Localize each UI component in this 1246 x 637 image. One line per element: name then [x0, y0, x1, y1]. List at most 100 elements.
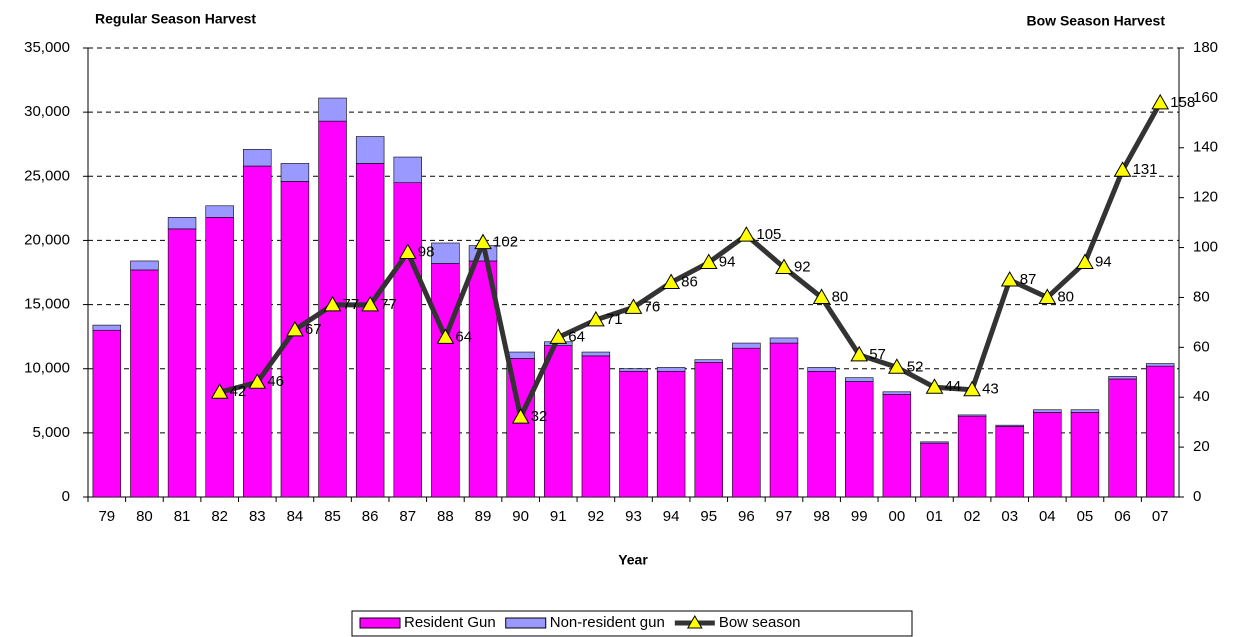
y2-tick-label: 140	[1193, 139, 1218, 156]
y2-tick-label: 60	[1193, 338, 1210, 355]
marker	[812, 288, 831, 304]
bar	[243, 165, 272, 498]
bar	[694, 359, 723, 363]
bar	[694, 361, 723, 498]
y2-tick-label: 160	[1193, 89, 1218, 106]
legend-swatch	[505, 617, 547, 629]
x-tick-label: 92	[588, 508, 605, 525]
x-tick-label: 91	[550, 508, 567, 525]
marker	[248, 373, 267, 389]
bar	[130, 269, 159, 498]
x-tick-label: 93	[625, 508, 642, 525]
x-tick-label: 86	[362, 508, 379, 525]
marker	[925, 378, 944, 394]
x-tick-label: 90	[512, 508, 529, 525]
x-tick-label: 95	[700, 508, 717, 525]
bar	[845, 377, 874, 382]
bar	[92, 329, 122, 498]
x-tick-label: 05	[1077, 508, 1094, 525]
bar	[845, 381, 874, 498]
bar	[882, 394, 912, 498]
x-tick-label: 03	[1001, 508, 1018, 525]
bar	[243, 149, 272, 167]
line	[219, 101, 1163, 420]
y-axis-title: Regular Season Harvest	[95, 11, 256, 27]
bar	[807, 370, 836, 498]
bar	[1033, 409, 1062, 413]
legend-box	[351, 610, 913, 637]
marker	[737, 226, 756, 242]
x-tick-label: 07	[1152, 508, 1169, 525]
data-label: 131	[1133, 161, 1158, 178]
bar	[167, 228, 197, 498]
marker	[474, 233, 492, 250]
marker	[662, 273, 680, 289]
data-label: 52	[907, 358, 924, 375]
marker	[436, 328, 455, 344]
bar	[280, 163, 310, 182]
bar	[205, 205, 234, 218]
marker	[1076, 253, 1094, 270]
x-tick-label: 83	[249, 508, 266, 525]
bar	[732, 342, 761, 349]
x-tick-label: 96	[738, 508, 755, 525]
bar	[581, 355, 611, 498]
bar	[1070, 412, 1100, 498]
data-label: 46	[267, 373, 284, 390]
data-label: 87	[1020, 271, 1037, 288]
y2-tick-label: 120	[1193, 189, 1218, 206]
bar	[807, 367, 836, 372]
bar	[468, 260, 498, 498]
x-tick-label: 01	[926, 508, 943, 525]
data-label: 80	[832, 288, 849, 305]
legend-label: Bow season	[719, 614, 801, 631]
y-tick-label: 20,000	[24, 231, 70, 248]
marker	[775, 258, 793, 275]
bar	[355, 163, 385, 498]
data-label: 80	[1057, 288, 1074, 305]
bar	[920, 442, 949, 498]
bar	[130, 260, 159, 271]
marker	[1000, 270, 1019, 287]
y-tick-label: 0	[62, 488, 70, 505]
data-label: 44	[944, 378, 961, 395]
x-tick-label: 80	[136, 508, 153, 525]
y-tick-label: 5,000	[32, 424, 70, 441]
bar	[656, 370, 686, 498]
marker	[624, 298, 643, 314]
x-tick-label: 04	[1039, 508, 1056, 525]
data-label: 94	[719, 253, 736, 270]
data-label: 32	[531, 408, 548, 425]
data-label: 77	[380, 296, 397, 313]
bar	[882, 391, 912, 395]
bar	[1070, 409, 1100, 413]
data-label: 76	[644, 298, 661, 315]
bar	[431, 263, 460, 498]
data-label: 64	[568, 328, 585, 345]
data-label: 102	[493, 234, 518, 251]
x-tick-label: 79	[98, 508, 115, 525]
x-axis-title: Year	[618, 552, 648, 568]
y2-axis-title: Bow Season Harvest	[1027, 13, 1166, 29]
x-tick-label: 98	[813, 508, 830, 525]
bar	[581, 351, 611, 357]
x-tick-label: 06	[1114, 508, 1131, 525]
x-tick-label: 99	[851, 508, 868, 525]
bar	[957, 414, 987, 417]
x-tick-label: 00	[889, 508, 906, 525]
bar	[393, 156, 422, 184]
x-tick-label: 88	[437, 508, 454, 525]
bar	[920, 441, 949, 444]
data-label: 57	[869, 346, 886, 363]
y-tick-label: 10,000	[24, 360, 70, 377]
data-label: 77	[343, 296, 360, 313]
data-label: 94	[1095, 253, 1112, 270]
data-label: 92	[794, 258, 811, 275]
marker	[850, 345, 869, 362]
bar	[431, 242, 460, 264]
bar	[957, 415, 987, 498]
bar	[995, 426, 1024, 498]
bar	[1033, 412, 1062, 498]
bar	[619, 368, 648, 372]
